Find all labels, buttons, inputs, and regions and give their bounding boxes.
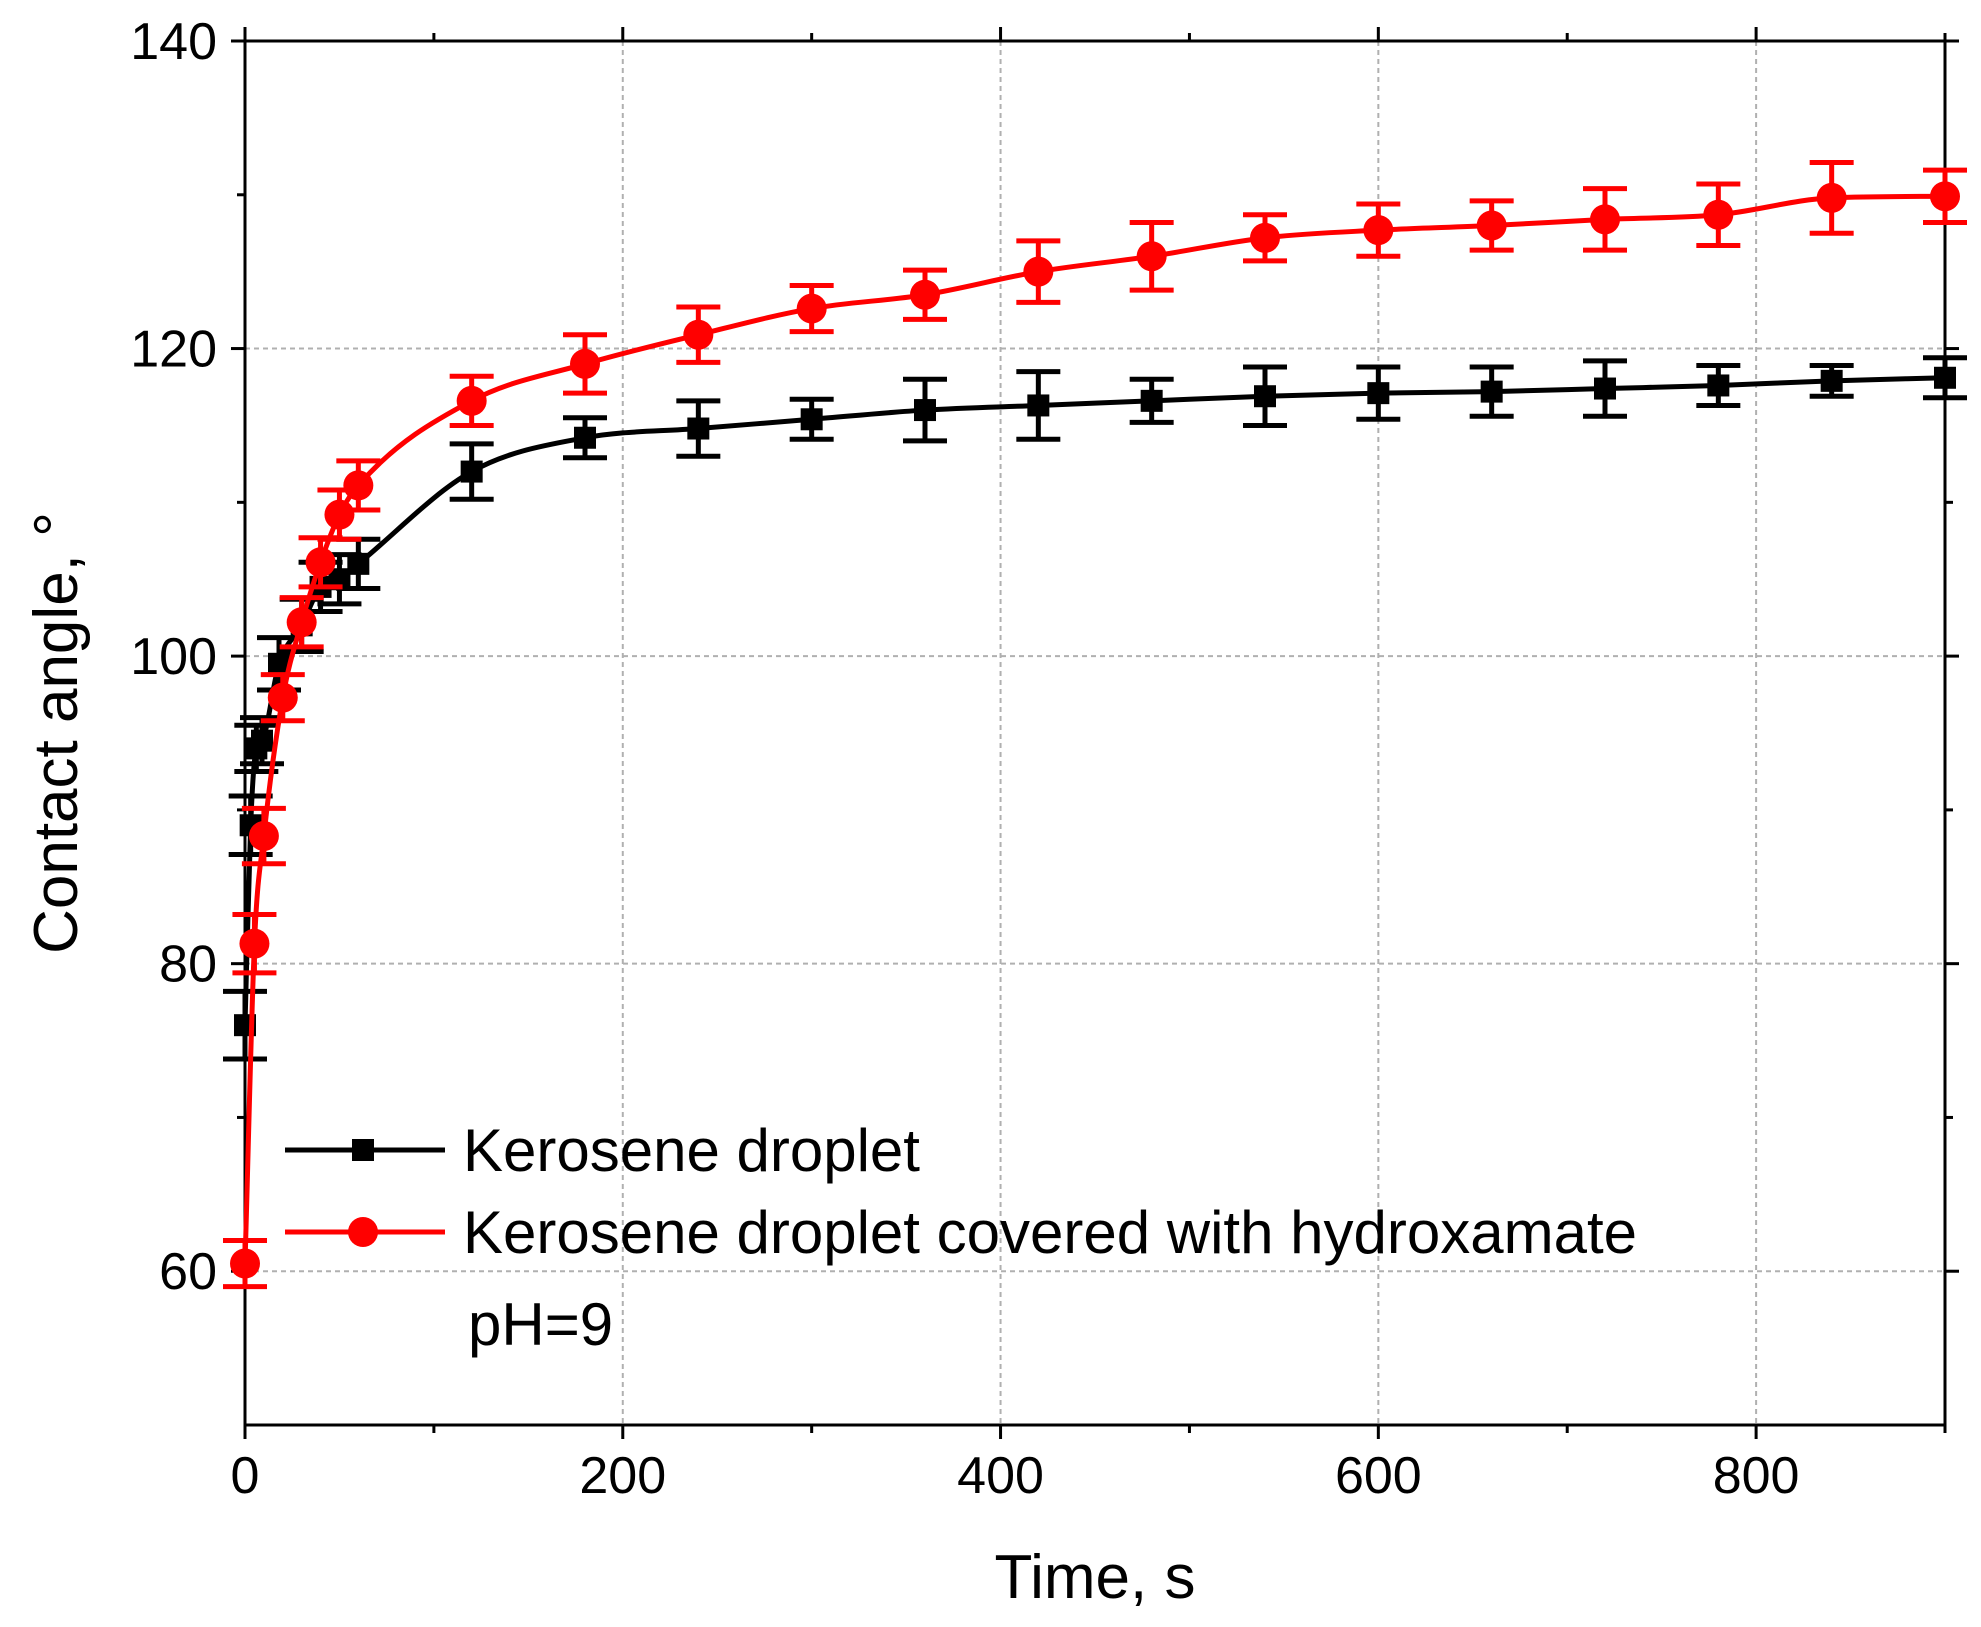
series-1-point-4	[286, 607, 317, 638]
series-1-point-0	[230, 1248, 260, 1279]
series-1-point-17	[1476, 210, 1507, 241]
series-1-line	[242, 193, 1946, 1264]
series-0-point-10	[574, 426, 596, 449]
series-0-line	[242, 375, 1946, 1026]
plot-frame	[243, 39, 1947, 1427]
series-1-point-8	[456, 385, 487, 416]
legend: Kerosene droplet Kerosene droplet covere…	[285, 1117, 1637, 1358]
series-1-point-20	[1816, 182, 1847, 213]
x-tick-label-400: 400	[957, 1447, 1044, 1505]
series-0-point-4	[268, 652, 290, 675]
legend-marks	[285, 1139, 445, 1247]
series-1-point-18	[1590, 204, 1620, 235]
series-1-point-9	[570, 348, 600, 379]
series-1-point-2	[248, 821, 279, 852]
data-series	[223, 159, 1967, 1290]
x-tick-label-200: 200	[579, 1447, 666, 1505]
series-0-point-8	[347, 552, 370, 575]
series-1-point-19	[1703, 199, 1734, 230]
series-0-point-15	[1140, 389, 1163, 412]
series-1-point-7	[343, 470, 374, 501]
series-0-point-20	[1707, 374, 1730, 397]
series-1-point-1	[239, 928, 270, 959]
series-0-point-9	[460, 460, 483, 483]
series-1-point-3	[267, 682, 298, 713]
series-0-point-11	[687, 417, 710, 440]
y-tick-label-120: 120	[130, 321, 217, 379]
series-1-point-16	[1363, 215, 1394, 246]
legend-label-kerosene: Kerosene droplet	[463, 1117, 920, 1184]
y-tick-label-100: 100	[130, 628, 217, 686]
y-axis-title: Contact angle, °	[22, 512, 91, 954]
tick-labels: 0 200 400 600 800 60 80 100 120 140	[130, 13, 1799, 1505]
series-0-point-18	[1480, 380, 1503, 403]
y-tick-label-60: 60	[159, 1243, 217, 1301]
legend-marker-1	[348, 1217, 378, 1247]
y-tick-label-80: 80	[159, 936, 217, 994]
x-axis-title: Time, s	[995, 1543, 1196, 1612]
series-1-point-5	[305, 547, 336, 578]
series-1-point-12	[910, 279, 940, 310]
x-tick-label-0: 0	[231, 1447, 260, 1505]
ph-annotation: pH=9	[468, 1291, 613, 1358]
y-tick-label-140: 140	[130, 13, 217, 71]
series-1-point-21	[1930, 181, 1960, 212]
series-0-point-17	[1367, 382, 1390, 405]
grid-lines	[245, 41, 1945, 1425]
series-0-point-13	[914, 399, 936, 422]
series-0-point-16	[1254, 385, 1276, 408]
series-1	[223, 159, 1967, 1290]
x-tick-label-800: 800	[1713, 1447, 1800, 1505]
series-1-point-15	[1250, 222, 1280, 253]
series-1-point-13	[1023, 256, 1054, 287]
series-1-point-10	[683, 319, 714, 350]
series-0-point-21	[1820, 369, 1843, 392]
series-0-point-12	[800, 408, 823, 431]
series-1-point-14	[1136, 241, 1167, 272]
series-0-point-3	[251, 729, 273, 752]
series-0-point-19	[1594, 377, 1616, 400]
legend-marker-0	[352, 1139, 374, 1161]
series-0	[223, 355, 1967, 1062]
legend-label-hydroxamate: Kerosene droplet covered with hydroxamat…	[463, 1199, 1637, 1266]
series-0-point-22	[1934, 366, 1956, 389]
series-0-point-14	[1027, 394, 1050, 417]
series-1-point-6	[324, 499, 355, 530]
series-1-point-11	[796, 293, 827, 324]
x-tick-label-600: 600	[1335, 1447, 1422, 1505]
